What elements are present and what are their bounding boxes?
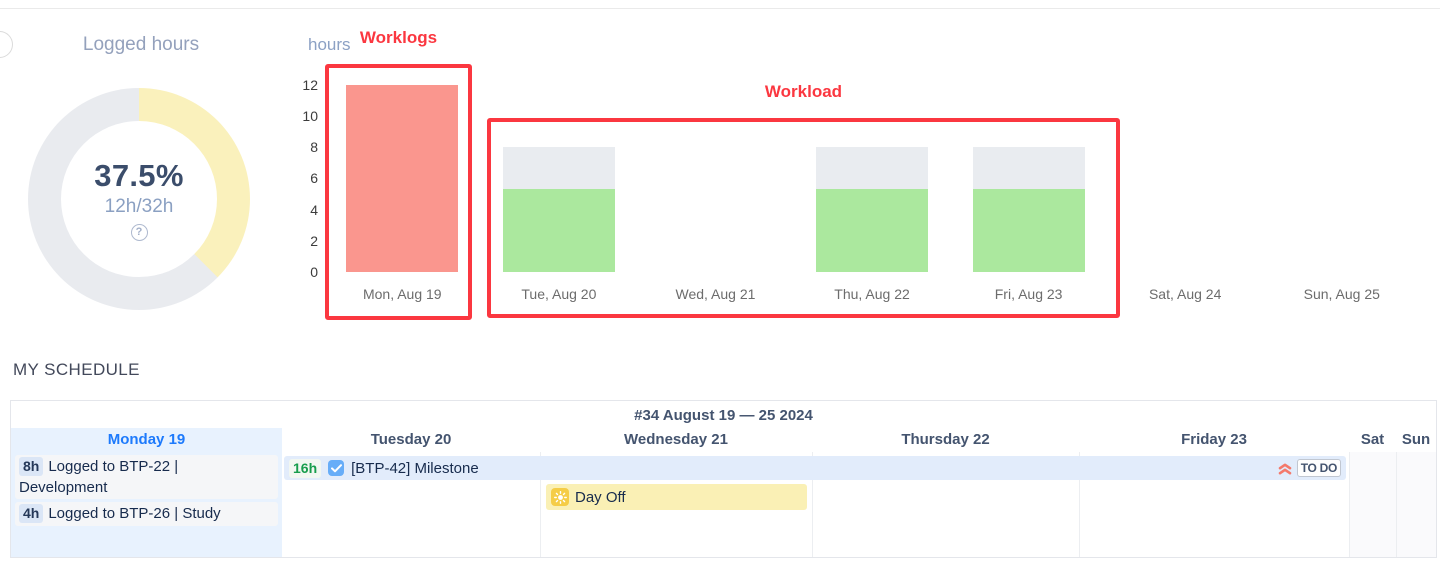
chart-column [324, 85, 481, 272]
chart-column [481, 85, 638, 272]
chart-column [794, 85, 951, 272]
donut-hole [61, 121, 217, 277]
x-axis-label: Thu, Aug 22 [834, 286, 910, 302]
chart-column [1263, 85, 1420, 272]
milestone-hours-badge: 16h [289, 458, 322, 478]
x-axis-label: Tue, Aug 20 [521, 286, 597, 302]
x-axis-label: Mon, Aug 19 [362, 286, 442, 302]
priority-highest-icon [1277, 461, 1293, 476]
day-header-tuesday[interactable]: Tuesday 20 [370, 431, 452, 448]
y-tick-label: 12 [302, 77, 318, 93]
column-divider [1396, 452, 1397, 557]
x-axis-label: Fri, Aug 23 [994, 286, 1063, 302]
milestone-event[interactable]: 16h [BTP-42] Milestone TO DO [284, 456, 1346, 480]
day-header-saturday[interactable]: Sat [1360, 431, 1385, 448]
column-divider [540, 452, 541, 557]
week-header: #34 August 19 — 25 2024 [634, 407, 813, 424]
worklog-item-text: Logged to BTP-26 | Study [48, 505, 221, 522]
column-divider [812, 452, 813, 557]
task-checkbox-icon[interactable] [328, 460, 345, 476]
chart-column [637, 85, 794, 272]
y-axis-ticks: 12 10 8 6 4 2 0 [266, 76, 318, 281]
column-divider [1079, 452, 1080, 557]
x-axis-label: Wed, Aug 21 [675, 286, 756, 302]
y-tick-label: 6 [310, 170, 318, 187]
top-divider [0, 8, 1440, 9]
milestone-title: [BTP-42] Milestone [351, 459, 479, 477]
workload-bar[interactable] [502, 188, 615, 272]
x-axis-label: Sat, Aug 24 [1148, 286, 1222, 302]
day-off-event[interactable]: Day Off [546, 484, 807, 510]
worklog-hours-badge: 4h [19, 504, 44, 523]
capacity-bar[interactable] [972, 147, 1085, 189]
worklog-item-text: Logged to BTP-22 | Development [19, 458, 179, 496]
day-header-friday[interactable]: Friday 23 [1181, 431, 1247, 448]
y-tick-label: 2 [310, 232, 318, 249]
day-header-wednesday[interactable]: Wednesday 21 [624, 431, 728, 448]
schedule-title: MY SCHEDULE [13, 360, 140, 379]
worklogs-annotation-label: Worklogs [359, 28, 438, 47]
day-header-monday[interactable]: Monday 19 [107, 431, 186, 448]
weekend-columns [1349, 452, 1436, 557]
worklog-item[interactable]: 8h Logged to BTP-22 | Development [15, 455, 278, 499]
capacity-bar[interactable] [816, 147, 929, 189]
y-tick-label: 8 [310, 139, 318, 156]
bar-plot [324, 85, 1420, 272]
logged-fraction: 12h/32h [104, 195, 174, 217]
workload-bar[interactable] [816, 188, 929, 272]
status-badge[interactable]: TO DO [1296, 459, 1341, 477]
schedule-table: #34 August 19 — 25 2024 Monday 19 Tuesda… [10, 400, 1437, 558]
y-tick-label: 0 [310, 263, 318, 280]
logged-hours-donut: 37.5% 12h/32h ? [28, 88, 250, 310]
day-off-sun-icon [551, 488, 569, 506]
logged-hours-title: Logged hours [82, 34, 200, 55]
day-off-label: Day Off [575, 488, 626, 506]
logged-percent: 37.5% [94, 157, 184, 193]
chart-column [1107, 85, 1264, 272]
help-icon[interactable]: ? [130, 223, 148, 241]
x-axis-labels: Mon, Aug 19 Tue, Aug 20 Wed, Aug 21 Thu, Au… [324, 286, 1420, 302]
y-tick-label: 4 [310, 201, 318, 218]
capacity-bar[interactable] [502, 147, 615, 189]
worklog-bar[interactable] [346, 85, 459, 272]
y-tick-label: 10 [302, 108, 318, 125]
chart-column [950, 85, 1107, 272]
workload-annotation-label: Workload [764, 82, 843, 101]
column-divider [1349, 452, 1350, 557]
worklog-hours-badge: 8h [19, 457, 44, 476]
day-header-thursday[interactable]: Thursday 22 [901, 431, 990, 448]
workload-bar[interactable] [972, 188, 1085, 272]
y-axis-title: hours [308, 35, 351, 54]
donut-center: 37.5% 12h/32h ? [28, 88, 250, 310]
x-axis-label: Sun, Aug 25 [1303, 286, 1380, 302]
worklog-item[interactable]: 4h Logged to BTP-26 | Study [15, 502, 278, 526]
day-header-sunday[interactable]: Sun [1401, 431, 1431, 448]
